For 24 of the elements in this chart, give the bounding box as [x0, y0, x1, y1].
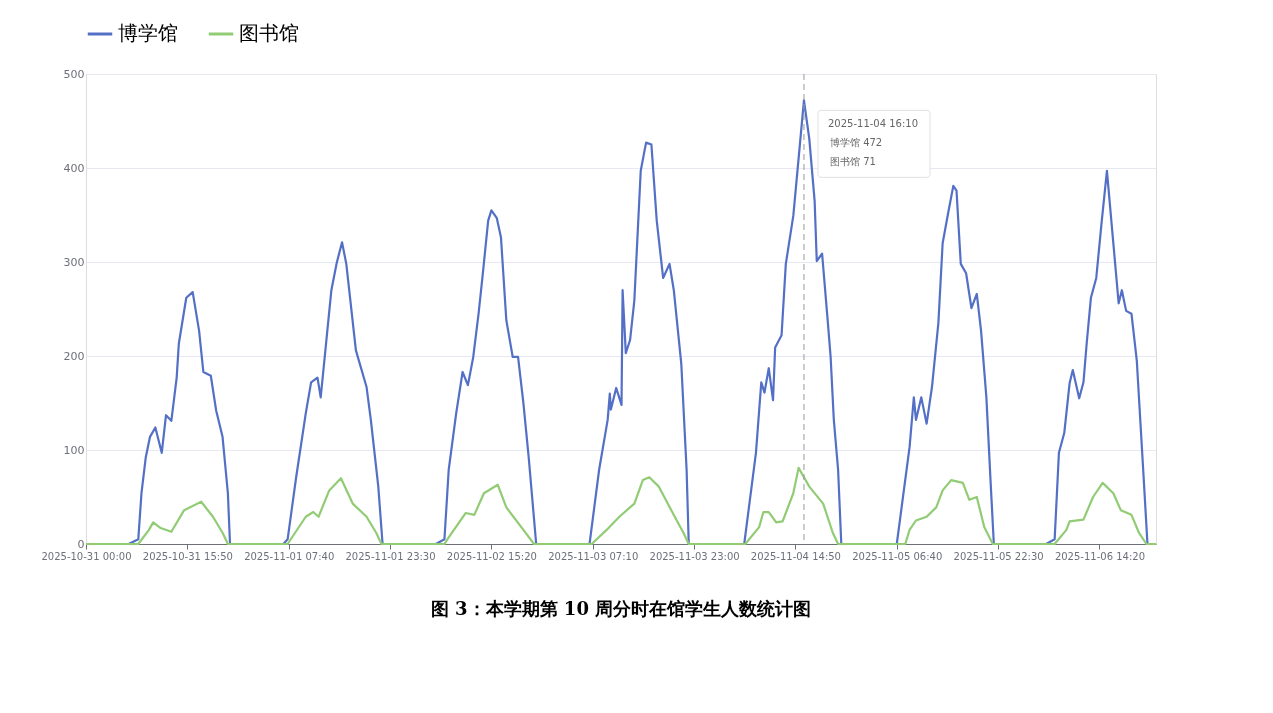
y-tick-label: 400	[63, 161, 85, 175]
y-tick-label: 200	[63, 349, 85, 363]
annotation: 博学馆 472	[829, 137, 883, 149]
line-series	[84, 466, 1158, 546]
y-tick-label: 500	[63, 67, 85, 81]
x-tick-label: 2025-11-04 14:50	[750, 550, 841, 562]
x-tick-label: 2025-11-05 22:30	[953, 550, 1044, 562]
legend-label: 博学馆	[118, 21, 178, 45]
y-tick-label: 100	[63, 443, 85, 457]
x-tick-label: 2025-11-05 06:40	[852, 550, 943, 562]
x-tick-label: 2025-11-01 23:30	[345, 550, 436, 562]
x-tick-label: 2025-10-31 15:50	[142, 550, 233, 562]
x-tick-label: 2025-11-03 07:10	[548, 550, 639, 562]
annotation: 2025-11-04 16:10	[827, 118, 919, 130]
y-tick-label: 300	[63, 255, 85, 269]
x-tick-label: 2025-11-01 07:40	[244, 550, 335, 562]
y-tick-label: 0	[77, 537, 85, 551]
annotation: 图书馆 71	[829, 156, 876, 168]
x-tick-label: 2025-11-03 23:00	[649, 550, 740, 562]
text: 图 3：本学期第 10 周分时在馆学生人数统计图	[430, 598, 812, 619]
x-tick-label: 2025-11-02 15:20	[446, 550, 537, 562]
x-tick-label: 2025-10-31 00:00	[41, 550, 132, 562]
x-tick-label: 2025-11-06 14:20	[1054, 550, 1146, 562]
legend-label: 图书馆	[239, 21, 299, 45]
